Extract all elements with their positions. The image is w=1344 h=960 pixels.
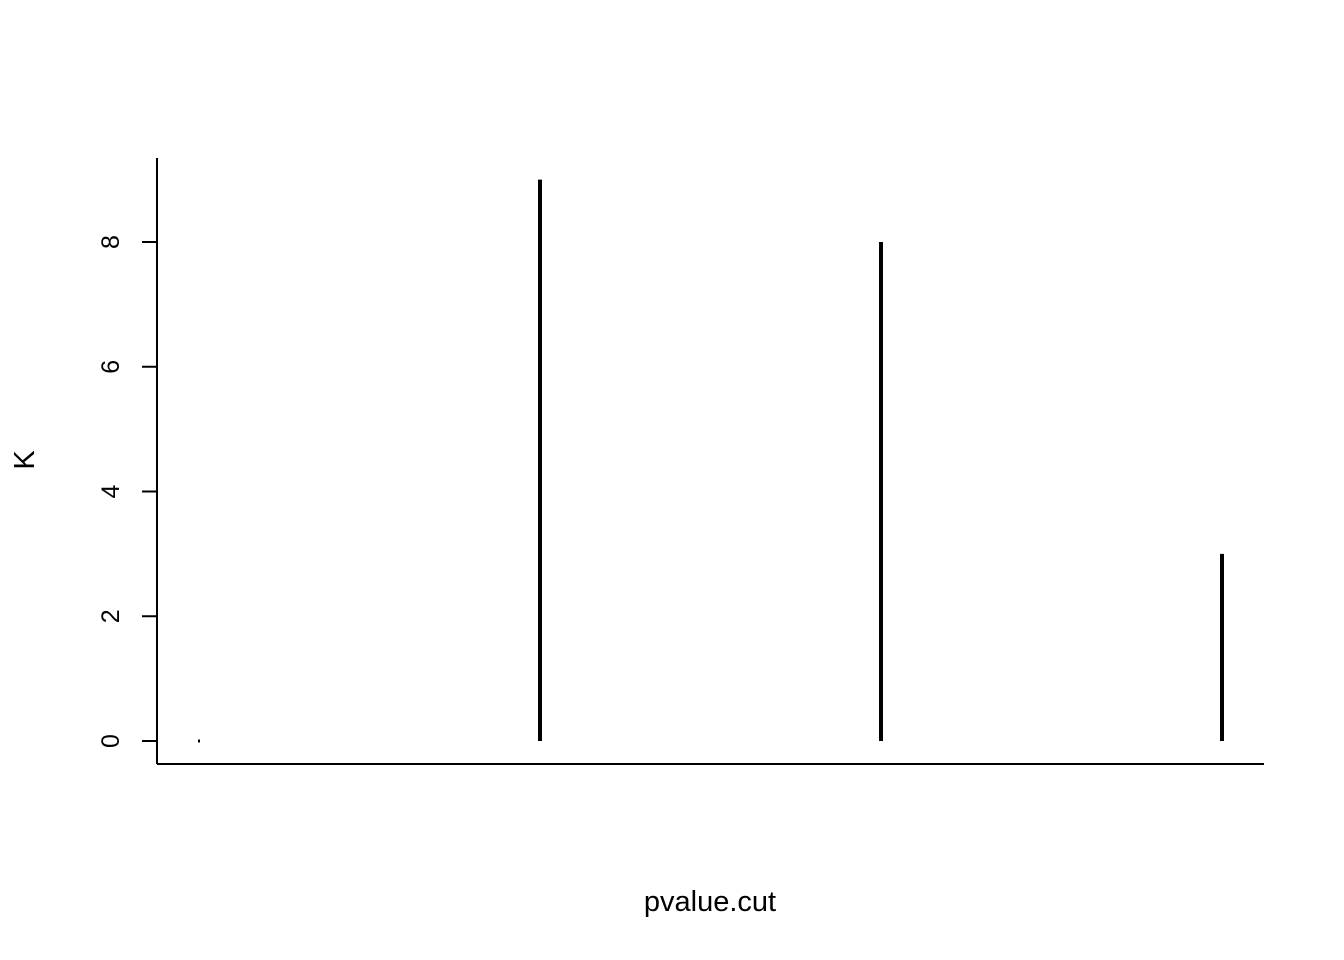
y-tick-label: 0 (97, 734, 125, 748)
y-tick-label: 8 (97, 235, 125, 249)
bars (198, 179, 1224, 743)
y-tick-label: 2 (97, 609, 125, 623)
y-tick-label: 4 (97, 484, 125, 498)
y-axis-label: K (9, 450, 41, 470)
y-tick-label: 6 (97, 360, 125, 374)
y-axis: 0 2 4 6 8 (97, 158, 158, 764)
x-axis-label: pvalue.cut (644, 886, 776, 918)
